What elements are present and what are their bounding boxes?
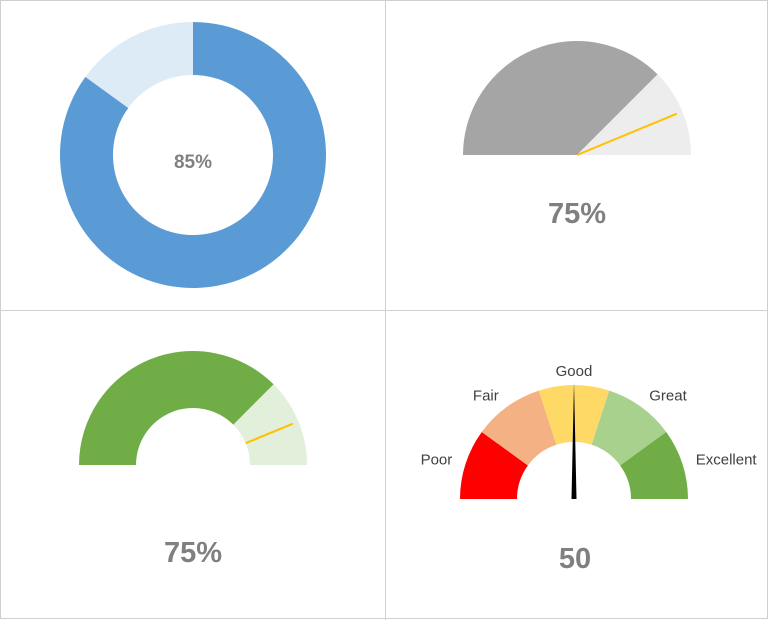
half-donut-remaining-slice	[233, 384, 307, 465]
speedometer-band-label: Poor	[421, 451, 453, 468]
donut-chart	[60, 22, 327, 288]
speedometer-band-label: Excellent	[696, 451, 758, 468]
half-pie-remaining-slice	[577, 74, 691, 155]
half-pie-needle	[576, 112, 678, 156]
speedometer-band-great	[591, 390, 667, 466]
half-donut-gauge	[79, 351, 307, 465]
half-pie-gauge	[462, 40, 691, 156]
speedometer-needle-shape	[571, 382, 577, 499]
speedometer-value-label: 50	[559, 543, 591, 575]
half-donut-filled-slice	[79, 351, 274, 465]
speedometer-band-label: Fair	[473, 387, 499, 404]
half-donut-needle	[245, 422, 294, 445]
speedometer-band-labels: Poor Fair Good Great Excellent	[421, 363, 758, 468]
horizontal-divider	[1, 310, 768, 311]
half-pie-filled-slice	[462, 40, 658, 156]
speedometer-band-excellent	[620, 431, 688, 499]
speedometer-band-poor	[460, 431, 528, 499]
speedometer-band-label: Great	[649, 387, 687, 404]
half-pie-value-label: 75%	[548, 198, 606, 230]
speedometer-needle	[571, 382, 577, 499]
donut-slice-0	[60, 22, 327, 288]
half-donut-value-label: 75%	[164, 537, 222, 569]
donut-slice-1	[85, 22, 193, 108]
speedometer-band-label: Good	[556, 363, 593, 380]
donut-value-label: 85%	[174, 152, 212, 173]
speedometer-band-fair	[481, 390, 557, 466]
